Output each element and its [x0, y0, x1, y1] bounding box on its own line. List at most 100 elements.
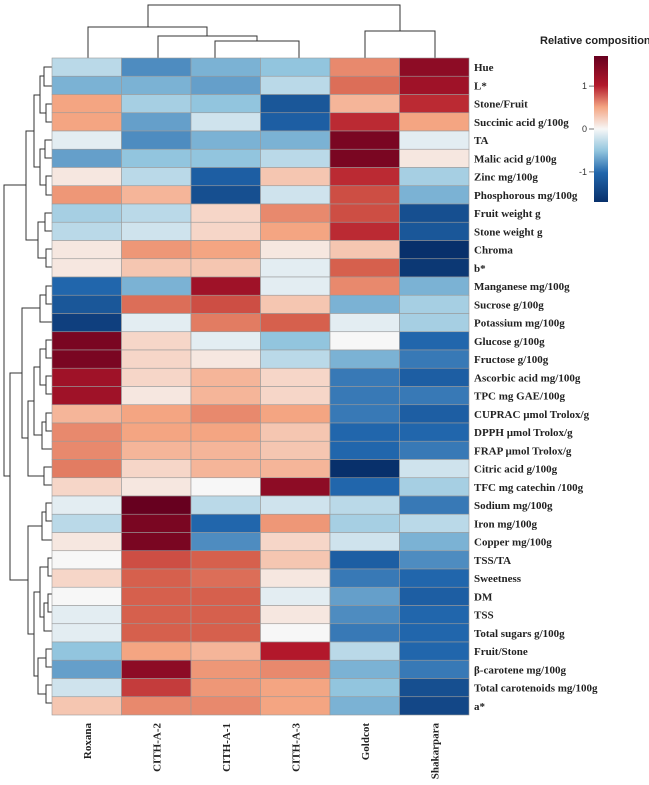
heatmap-cell	[260, 94, 331, 114]
heatmap-cell	[121, 678, 192, 698]
heatmap-cell	[399, 623, 470, 643]
heatmap-cell	[260, 422, 331, 442]
heatmap-cell	[399, 586, 470, 606]
heatmap-cell	[51, 623, 122, 643]
row-label: DM	[474, 591, 493, 603]
heatmap-cell	[190, 477, 261, 497]
heatmap-cell	[121, 130, 192, 150]
heatmap-cell	[329, 167, 400, 187]
heatmap-cell	[51, 221, 122, 241]
heatmap-cell	[260, 240, 331, 260]
heatmap-cell	[329, 130, 400, 150]
heatmap-cell	[51, 477, 122, 497]
heatmap-cell	[121, 422, 192, 442]
heatmap-cell	[121, 495, 192, 515]
heatmap-cell	[399, 659, 470, 679]
heatmap-cell	[190, 130, 261, 150]
heatmap-cell	[51, 258, 122, 278]
heatmap-cell	[121, 550, 192, 570]
heatmap-cell	[121, 185, 192, 205]
heatmap-cell	[121, 294, 192, 314]
heatmap-cell	[329, 367, 400, 387]
heatmap-cell	[121, 148, 192, 168]
heatmap-cell	[121, 221, 192, 241]
legend-colorbar	[594, 56, 608, 202]
heatmap-cell	[190, 422, 261, 442]
row-label: β-carotene mg/100g	[474, 664, 567, 676]
row-label: Sweetness	[474, 573, 522, 585]
heatmap-cell	[399, 148, 470, 168]
heatmap-cell	[329, 495, 400, 515]
row-label: Citric acid g/100g	[474, 464, 558, 476]
heatmap-cell	[51, 513, 122, 533]
heatmap-cell	[399, 203, 470, 223]
heatmap-cell	[51, 112, 122, 132]
heatmap-cell	[51, 440, 122, 460]
heatmap-cell	[51, 550, 122, 570]
heatmap-cell	[51, 276, 122, 296]
heatmap-cell	[260, 659, 331, 679]
heatmap-cell	[329, 459, 400, 479]
heatmap-cell	[190, 459, 261, 479]
heatmap-cell	[51, 57, 122, 77]
heatmap-cell	[399, 94, 470, 114]
heatmap-cell	[260, 112, 331, 132]
heatmap-cell	[329, 294, 400, 314]
heatmap-cell	[260, 75, 331, 95]
heatmap-cell	[51, 148, 122, 168]
heatmap-cell	[121, 240, 192, 260]
row-label: FRAP µmol Trolox/g	[474, 445, 572, 457]
heatmap-cell	[51, 696, 122, 716]
heatmap-cell	[399, 258, 470, 278]
heatmap-cell	[51, 240, 122, 260]
column-label: CITH-A-3	[290, 723, 302, 772]
heatmap-cell	[121, 367, 192, 387]
heatmap-cell	[329, 659, 400, 679]
heatmap-cell	[260, 130, 331, 150]
legend-tick-label: 1	[582, 81, 587, 91]
heatmap-cell	[329, 477, 400, 497]
heatmap-cell	[121, 623, 192, 643]
heatmap-cell	[190, 440, 261, 460]
heatmap-cell	[399, 112, 470, 132]
heatmap-cell	[190, 185, 261, 205]
heatmap-cell	[329, 550, 400, 570]
heatmap-cell	[260, 386, 331, 406]
heatmap-cell	[121, 513, 192, 533]
row-dendrogram	[3, 66, 52, 704]
heatmap-cell	[190, 495, 261, 515]
heatmap-cell	[190, 94, 261, 114]
heatmap-cell	[329, 221, 400, 241]
heatmap-cell	[51, 586, 122, 606]
row-label: Ascorbic acid mg/100g	[474, 372, 581, 384]
heatmap-cell	[190, 349, 261, 369]
heatmap-cell	[399, 605, 470, 625]
heatmap-cell	[51, 404, 122, 424]
heatmap-cell	[260, 495, 331, 515]
heatmap-cell	[51, 331, 122, 351]
row-label: Chroma	[474, 245, 513, 257]
heatmap-cell	[399, 349, 470, 369]
heatmap-cell	[190, 623, 261, 643]
row-label: TFC mg catechin /100g	[474, 482, 584, 494]
heatmap-cell	[51, 349, 122, 369]
heatmap-cell	[121, 203, 192, 223]
heatmap-cell	[329, 349, 400, 369]
heatmap-cell	[260, 641, 331, 661]
heatmap-cell	[190, 331, 261, 351]
row-label: L*	[474, 80, 487, 92]
row-label: Zinc mg/100g	[474, 172, 538, 184]
heatmap-cell	[329, 94, 400, 114]
row-label: Fructose g/100g	[474, 354, 549, 366]
heatmap-cell	[190, 112, 261, 132]
heatmap-cell	[260, 276, 331, 296]
column-labels: Roxana CITH-A-2 CITH-A-1 CITH-A-3 Goldcot Sha…	[82, 723, 441, 780]
row-label: a*	[474, 701, 486, 713]
heatmap-cell	[51, 367, 122, 387]
heatmap-cell	[190, 57, 261, 77]
heatmap-cell	[329, 313, 400, 333]
heatmap-cell	[190, 586, 261, 606]
heatmap-cell	[121, 112, 192, 132]
heatmap-cell	[121, 94, 192, 114]
